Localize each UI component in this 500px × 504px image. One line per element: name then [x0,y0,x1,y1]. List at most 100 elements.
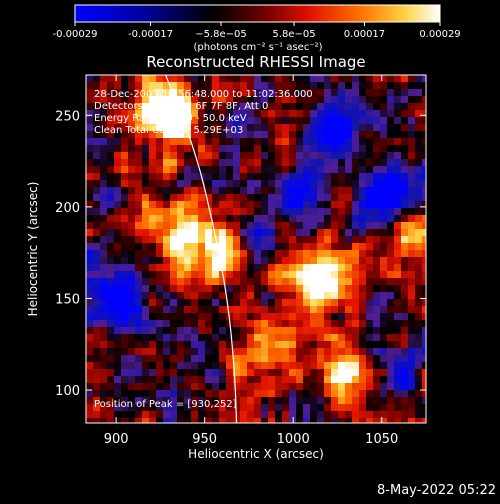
heatmap-cell [422,124,426,131]
heatmap-cell [261,243,268,250]
heatmap-cell [135,110,142,117]
heatmap-cell [93,159,100,166]
heatmap-cell [121,103,128,110]
heatmap-cell [219,138,226,145]
heatmap-cell [359,215,366,222]
heatmap-cell [177,180,184,187]
heatmap-cell [219,327,226,334]
heatmap-cell [128,390,135,397]
heatmap-cell [142,243,149,250]
heatmap-cell [303,110,310,117]
heatmap-cell [338,285,345,292]
heatmap-cell [296,180,303,187]
heatmap-cell [352,173,359,180]
heatmap-cell [100,404,107,411]
heatmap-cell [275,159,282,166]
heatmap-cell [226,75,233,82]
heatmap-cell [212,292,219,299]
heatmap-cell [303,341,310,348]
heatmap-cell [352,376,359,383]
heatmap-cell [93,82,100,89]
heatmap-cell [338,96,345,103]
heatmap-cell [107,397,114,404]
heatmap-cell [415,250,422,257]
heatmap-cell [310,208,317,215]
heatmap-cell [289,306,296,313]
heatmap-cell [359,222,366,229]
heatmap-cell [282,173,289,180]
heatmap-cell [282,418,289,423]
heatmap-cell [282,152,289,159]
heatmap-cell [289,187,296,194]
heatmap-cell [205,166,212,173]
heatmap-cell [128,82,135,89]
heatmap-cell [324,75,331,82]
heatmap-cell [331,131,338,138]
heatmap-cell [170,180,177,187]
heatmap-cell [254,376,261,383]
heatmap-cell [100,341,107,348]
heatmap-cell [394,138,401,145]
heatmap-cell [408,145,415,152]
heatmap-cell [387,194,394,201]
heatmap-cell [387,180,394,187]
heatmap-cell [149,383,156,390]
heatmap-cell [289,369,296,376]
heatmap-cell [373,362,380,369]
heatmap-cell [191,271,198,278]
heatmap-cell [261,103,268,110]
heatmap-cell [282,250,289,257]
heatmap-cell [380,292,387,299]
heatmap-cell [254,313,261,320]
heatmap-cell [289,208,296,215]
heatmap-cell [240,278,247,285]
heatmap-cell [331,411,338,418]
heatmap-cell [184,404,191,411]
heatmap-cell [163,390,170,397]
heatmap-cell [219,418,226,423]
heatmap-cell [128,229,135,236]
heatmap-cell [240,82,247,89]
heatmap-cell [212,166,219,173]
heatmap-cell [275,327,282,334]
heatmap-cell [100,390,107,397]
heatmap-cell [415,299,422,306]
heatmap-cell [408,411,415,418]
heatmap-cell [268,397,275,404]
heatmap-cell [184,271,191,278]
heatmap-cell [86,110,93,117]
heatmap-cell [317,348,324,355]
heatmap-cell [149,306,156,313]
heatmap-cell [408,124,415,131]
heatmap-cell [93,152,100,159]
heatmap-cell [359,201,366,208]
heatmap-cell [163,180,170,187]
heatmap-cell [366,173,373,180]
heatmap-cell [345,320,352,327]
heatmap-cell [177,194,184,201]
heatmap-cell [226,411,233,418]
heatmap-cell [198,369,205,376]
heatmap-cell [121,236,128,243]
heatmap-cell [303,194,310,201]
heatmap-cell [415,201,422,208]
heatmap-cell [310,82,317,89]
heatmap-cell [177,173,184,180]
heatmap-cell [107,292,114,299]
heatmap-cell [359,418,366,423]
heatmap-cell [149,243,156,250]
heatmap-cell [121,187,128,194]
heatmap-cell [331,187,338,194]
heatmap-cell [198,278,205,285]
heatmap-cell [366,201,373,208]
heatmap-cell [401,264,408,271]
heatmap-cell [310,152,317,159]
heatmap-cell [254,320,261,327]
heatmap-cell [247,376,254,383]
heatmap-cell [205,320,212,327]
heatmap-cell [128,355,135,362]
heatmap-cell [296,320,303,327]
heatmap-cell [282,180,289,187]
heatmap-cell [205,257,212,264]
heatmap-cell [380,194,387,201]
